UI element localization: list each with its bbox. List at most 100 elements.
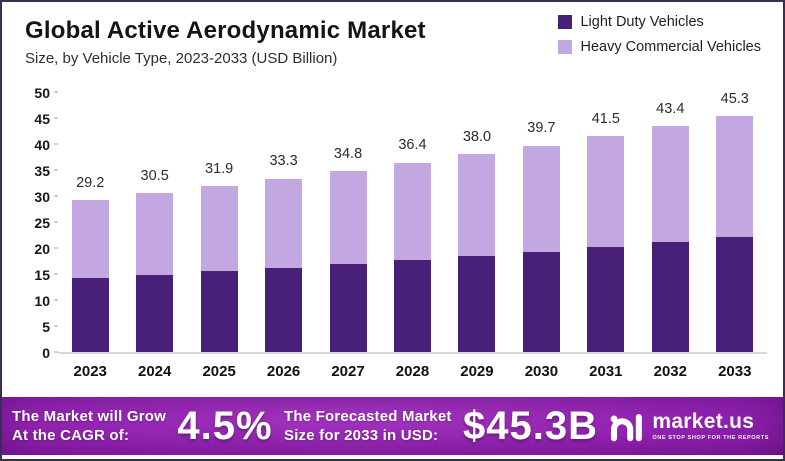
bar-segment-heavy-commercial-2032	[651, 126, 689, 243]
x-axis-label-2023: 2023	[73, 363, 107, 380]
bar-total-label-2032: 43.4	[656, 100, 685, 117]
bar-total-label-2025: 31.9	[205, 160, 234, 177]
y-tick-mark-5	[54, 325, 58, 327]
bar-segment-light-duty-2031	[587, 246, 625, 352]
bar-total-label-2029: 38.0	[462, 128, 492, 145]
y-tick-label-45: 45	[34, 111, 50, 127]
y-tick-label-10: 10	[34, 293, 50, 309]
bar-segment-light-duty-2030	[522, 251, 560, 352]
marketus-logo-icon	[610, 414, 643, 442]
y-tick-label-25: 25	[34, 215, 50, 231]
bar-segment-heavy-commercial-2030	[522, 145, 560, 252]
bar-2033: 45.3 2033	[716, 90, 754, 380]
bar-segment-light-duty-2027	[329, 264, 367, 352]
bar-segment-heavy-commercial-2025	[200, 186, 238, 272]
y-tick-label-40: 40	[34, 137, 50, 153]
y-tick-mark-40	[54, 143, 58, 145]
legend-item-light-duty: Light Duty Vehicles	[558, 14, 761, 30]
bar-segment-light-duty-2024	[136, 275, 174, 352]
x-axis-label-2028: 2028	[395, 363, 430, 380]
bar-segment-heavy-commercial-2031	[587, 136, 625, 247]
bar-2029: 38.0 2029	[458, 94, 496, 380]
bar-segment-light-duty-2029	[458, 255, 496, 352]
legend-label-light-duty: Light Duty Vehicles	[580, 14, 704, 30]
bar-2024: 30.5 2024	[136, 94, 174, 380]
legend-swatch-heavy-commercial	[558, 40, 573, 54]
stacked-bar-chart: 0 5 10 15 20 25 30 35 40 45 50 29.2 2023 30.5 2024 31.…	[20, 86, 767, 390]
bar-segment-heavy-commercial-2027	[329, 171, 367, 265]
y-tick-label-0: 0	[42, 345, 50, 361]
bar-segment-heavy-commercial-2028	[393, 162, 431, 260]
cagr-label: The Market will Grow At the CAGR of:	[12, 407, 166, 446]
x-axis-label-2033: 2033	[718, 363, 752, 380]
bar-total-label-2030: 39.7	[527, 120, 556, 137]
y-tick-mark-45	[54, 117, 58, 119]
y-tick-mark-10	[54, 299, 58, 301]
legend: Light Duty Vehicles Heavy Commercial Veh…	[558, 14, 761, 55]
x-axis-label-2025: 2025	[202, 363, 236, 380]
chart-header: Global Active Aerodynamic Market Size, b…	[25, 17, 426, 67]
bar-segment-light-duty-2023	[71, 278, 109, 352]
cagr-label-line1: The Market will Grow	[12, 407, 167, 425]
bar-segment-heavy-commercial-2029	[458, 154, 496, 256]
y-axis: 0 5 10 15 20 25 30 35 40 45 50	[20, 86, 58, 360]
bar-total-label-2031: 41.5	[591, 110, 620, 127]
bar-segment-light-duty-2028	[393, 259, 431, 352]
bar-segment-light-duty-2025	[200, 271, 238, 352]
cagr-label-line2: At the CAGR of:	[12, 427, 130, 444]
cagr-banner: The Market will Grow At the CAGR of: 4.5…	[2, 397, 783, 455]
bar-2027: 34.8 2027	[329, 94, 367, 380]
legend-item-heavy-commercial: Heavy Commercial Vehicles	[558, 39, 761, 55]
forecast-value: $45.3B	[462, 403, 598, 448]
x-axis-label-2030: 2030	[524, 363, 559, 380]
y-tick-label-30: 30	[34, 189, 50, 205]
plot-area: 29.2 2023 30.5 2024 31.9 2025 33.3 2026 34.8 2027…	[54, 90, 767, 380]
marketus-logo-name: market.us	[652, 410, 755, 433]
y-tick-label-5: 5	[42, 319, 50, 335]
y-tick-mark-25	[54, 221, 58, 223]
y-tick-label-20: 20	[34, 241, 50, 257]
forecast-label: The Forecasted Market Size for 2033 in U…	[284, 407, 452, 446]
y-tick-mark-30	[54, 195, 58, 197]
bar-segment-light-duty-2033	[716, 236, 754, 352]
legend-label-heavy-commercial: Heavy Commercial Vehicles	[580, 39, 761, 55]
bar-segment-light-duty-2026	[265, 267, 303, 352]
bar-total-label-2027: 34.8	[333, 145, 363, 162]
bar-total-label-2033: 45.3	[720, 90, 749, 107]
y-tick-mark-15	[54, 273, 58, 275]
y-tick-mark-50	[54, 91, 58, 93]
bar-2025: 31.9 2025	[200, 94, 238, 380]
x-axis-label-2026: 2026	[266, 363, 301, 380]
x-axis-label-2027: 2027	[331, 363, 365, 380]
bar-segment-heavy-commercial-2023	[71, 200, 109, 279]
bar-2023: 29.2 2023	[71, 94, 109, 380]
y-tick-label-35: 35	[34, 163, 50, 179]
bar-total-label-2024: 30.5	[140, 167, 169, 184]
marketus-logo: market.us ONE STOP SHOP FOR THE REPORTS	[609, 410, 769, 442]
bar-2031: 41.5 2031	[587, 94, 625, 380]
marketus-logo-tagline: ONE STOP SHOP FOR THE REPORTS	[652, 435, 769, 441]
y-tick-mark-35	[54, 169, 58, 171]
bar-2032: 43.4 2032	[651, 94, 689, 380]
bar-segment-heavy-commercial-2026	[265, 178, 303, 268]
bar-2030: 39.7 2030	[522, 94, 560, 380]
marketus-logo-text-block: market.us ONE STOP SHOP FOR THE REPORTS	[652, 411, 769, 441]
x-axis-label-2024: 2024	[137, 363, 172, 380]
x-axis-label-2029: 2029	[460, 363, 494, 380]
cagr-value: 4.5%	[177, 403, 273, 448]
y-tick-label-15: 15	[34, 267, 50, 283]
forecast-label-line1: The Forecasted Market	[283, 407, 452, 425]
bar-segment-heavy-commercial-2033	[716, 116, 754, 237]
chart-subtitle: Size, by Vehicle Type, 2023-2033 (USD Bi…	[25, 50, 338, 67]
bars-container: 29.2 2023 30.5 2024 31.9 2025 33.3 2026 34.8 2027…	[58, 90, 767, 380]
y-tick-mark-0	[54, 351, 58, 353]
bar-2028: 36.4 2028	[393, 94, 431, 380]
y-tick-mark-20	[54, 247, 58, 249]
legend-swatch-light-duty	[558, 15, 573, 29]
bar-total-label-2023: 29.2	[76, 174, 105, 191]
bar-2026: 33.3 2026	[265, 94, 303, 380]
x-axis-label-2031: 2031	[589, 363, 623, 380]
forecast-label-line2: Size for 2033 in USD:	[283, 427, 439, 444]
bar-segment-light-duty-2032	[651, 242, 689, 352]
